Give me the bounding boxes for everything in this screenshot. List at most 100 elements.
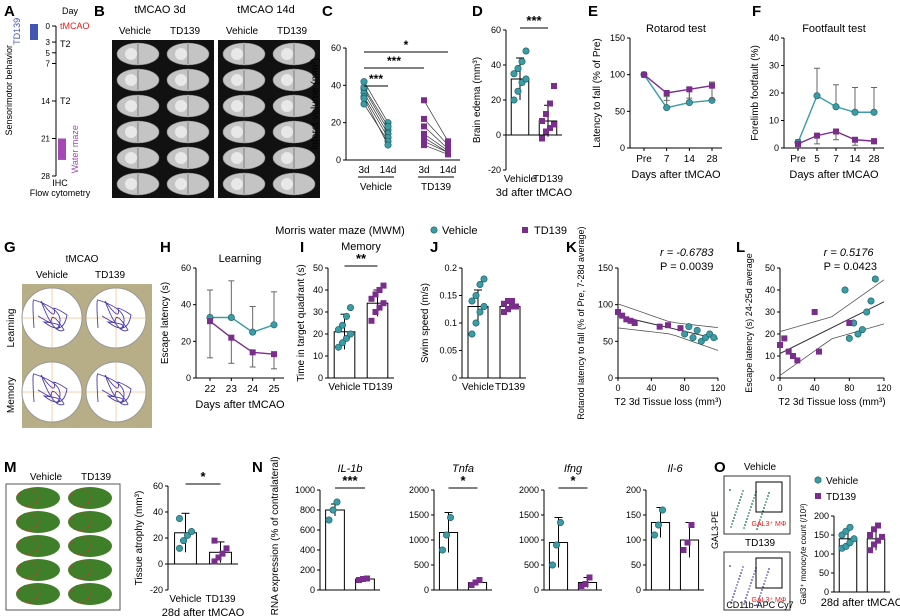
x-tick-label: 14d — [440, 165, 457, 176]
y-tick-label: 40 — [313, 285, 323, 295]
flow-event — [752, 576, 754, 578]
vehicle-point — [851, 108, 859, 116]
flow-event — [752, 500, 754, 502]
y-tick-label: 40 — [769, 33, 779, 43]
flow-event — [756, 604, 758, 606]
lesion-outline — [69, 488, 91, 508]
flow-event — [738, 502, 740, 504]
flow-event — [758, 522, 760, 524]
bar — [499, 306, 521, 379]
gate-label: GAL3⁺ MΦ — [752, 597, 787, 604]
lesion — [125, 48, 137, 60]
vehicle-point — [468, 330, 476, 338]
x-tick-label: 3d — [418, 165, 429, 176]
chart-title: IL-1b — [337, 463, 362, 475]
x-tick-label: 0 — [777, 383, 782, 393]
vehicle-point — [338, 321, 346, 329]
pair-line — [423, 126, 449, 150]
td139-point — [509, 303, 515, 310]
lesion — [175, 178, 187, 190]
x-tick-label: Vehicle — [504, 174, 537, 185]
panel-letter: C — [322, 3, 333, 20]
vehicle-point — [552, 541, 560, 549]
y-tick-label: 0.15 — [439, 291, 457, 301]
y-tick-label: 500 — [524, 560, 539, 570]
vehicle-point — [480, 302, 488, 310]
y-tick-label: 50 — [765, 263, 775, 273]
flow-event — [751, 579, 753, 581]
flow-event — [760, 592, 762, 594]
td139-point — [372, 291, 379, 298]
y-tick-label: 100 — [610, 70, 625, 80]
td139-point — [376, 304, 383, 311]
td139-point — [686, 86, 693, 93]
vehicle-point — [510, 70, 518, 78]
lesion — [281, 152, 293, 164]
flow-event — [743, 527, 745, 529]
flow-event — [741, 569, 743, 571]
vehicle-point — [384, 141, 392, 149]
vehicle-point — [227, 313, 235, 321]
td139-point — [445, 138, 451, 145]
x-axis-label: Days after tMCAO — [789, 169, 879, 181]
flow-event — [731, 599, 733, 601]
lesion — [125, 152, 137, 164]
vehicle-point — [685, 323, 693, 331]
td139-point — [547, 100, 553, 107]
y-tick-label: 0 — [336, 155, 341, 165]
vehicle-point — [658, 506, 666, 514]
y-tick-label: 30 — [313, 307, 323, 317]
x-tick-label: TD139 — [533, 174, 563, 185]
flow-event — [765, 501, 767, 503]
td139-point — [684, 539, 691, 546]
x-tick-label: TD139 — [495, 382, 525, 393]
label: TD139 — [277, 26, 307, 37]
panel-letter: I — [300, 239, 304, 256]
td139-point — [364, 575, 370, 582]
vehicle-point — [342, 312, 350, 320]
td139-point — [777, 342, 783, 348]
y-tick-label: 0.1 — [444, 318, 457, 328]
td139-point — [547, 125, 553, 131]
flow-event — [754, 570, 756, 572]
gate — [755, 557, 783, 589]
gate-label: GAL3⁺ MΦ — [752, 521, 787, 528]
vehicle-point — [548, 561, 556, 569]
panel-letter: M — [4, 459, 17, 476]
x-tick-label: 40 — [810, 383, 820, 393]
y-tick-label: 0 — [534, 585, 539, 595]
y-tick-label: 40 — [331, 80, 341, 90]
td139-point — [582, 581, 589, 587]
lesion — [281, 100, 293, 112]
label: tMCAO — [66, 254, 99, 265]
y-tick-label: 30 — [769, 61, 779, 71]
group-label: TD139 — [421, 182, 451, 193]
td139-point — [501, 300, 507, 307]
y-tick-label: 1500 — [519, 510, 539, 520]
panel-letter: D — [472, 3, 483, 20]
y-tick-label: 0 — [310, 585, 315, 595]
flow-y-label: GAL3-PE — [710, 511, 720, 549]
td139-point — [665, 322, 671, 329]
y-tick-label: -20 — [150, 585, 163, 595]
td139-point — [578, 583, 585, 589]
y-tick-label: 60 — [491, 25, 501, 35]
y-tick-label: 1000 — [295, 485, 315, 495]
y-tick-label: 1000 — [519, 535, 539, 545]
flow-event — [739, 499, 741, 501]
flow-event — [743, 603, 745, 605]
vehicle-point — [476, 280, 484, 288]
panel-letter: F — [752, 3, 761, 20]
td139-treatment-bar — [30, 24, 38, 40]
p-value: P = 0.0423 — [824, 261, 877, 273]
flow-x-label: CD11b-APC Cy7 — [726, 600, 793, 610]
x-tick-label: Vehicle — [462, 382, 495, 393]
panel-letter: G — [4, 239, 16, 256]
y-axis-label: Brain edema (mm³) — [472, 57, 483, 143]
flow-event — [767, 571, 769, 573]
vehicle-point — [442, 531, 450, 539]
y-tick-label: 20 — [153, 533, 163, 543]
td139-point — [505, 306, 511, 313]
flow-event — [738, 578, 740, 580]
legend-td139-marker — [522, 227, 528, 233]
